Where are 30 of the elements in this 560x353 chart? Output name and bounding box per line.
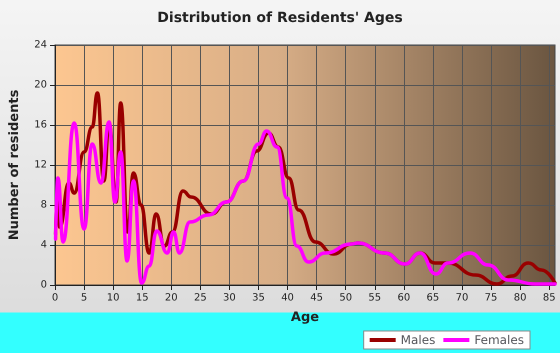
x-tick-label: 5 <box>80 292 88 304</box>
y-tick-label: 24 <box>34 40 47 50</box>
y-tick-label: 4 <box>40 240 47 250</box>
x-tick-label: 15 <box>136 292 149 304</box>
x-tick-label: 20 <box>164 292 178 304</box>
y-tick-label: 8 <box>40 200 47 210</box>
x-tick-label: 40 <box>281 292 294 304</box>
legend-label: Males <box>400 333 436 347</box>
x-tick-label: 70 <box>456 292 468 304</box>
y-tick-label: 12 <box>34 160 47 170</box>
x-tick-label: 45 <box>310 292 323 304</box>
x-tick-label: 35 <box>252 292 265 304</box>
y-tick-label: 0 <box>40 280 47 290</box>
x-tick-label: 60 <box>397 292 410 304</box>
chart-title: Distribution of Residents' Ages <box>157 10 403 26</box>
x-tick-label: 65 <box>426 292 440 304</box>
x-tick-label: 10 <box>106 292 120 304</box>
legend-label: Females <box>474 333 524 347</box>
x-axis-title: Age <box>290 310 320 325</box>
x-tick-label: 0 <box>52 292 58 304</box>
x-tick-label: 85 <box>542 292 556 304</box>
y-tick-label: 20 <box>34 80 47 90</box>
x-tick-label: 80 <box>514 292 526 304</box>
x-tick-label: 25 <box>194 292 207 304</box>
x-tick-label: 30 <box>223 292 236 304</box>
y-tick-label: 16 <box>34 120 47 130</box>
x-tick-label: 75 <box>484 292 498 304</box>
x-tick-label: 50 <box>339 292 352 304</box>
y-axis-title: Number of residents <box>7 89 22 240</box>
x-tick-label: 55 <box>368 292 382 304</box>
